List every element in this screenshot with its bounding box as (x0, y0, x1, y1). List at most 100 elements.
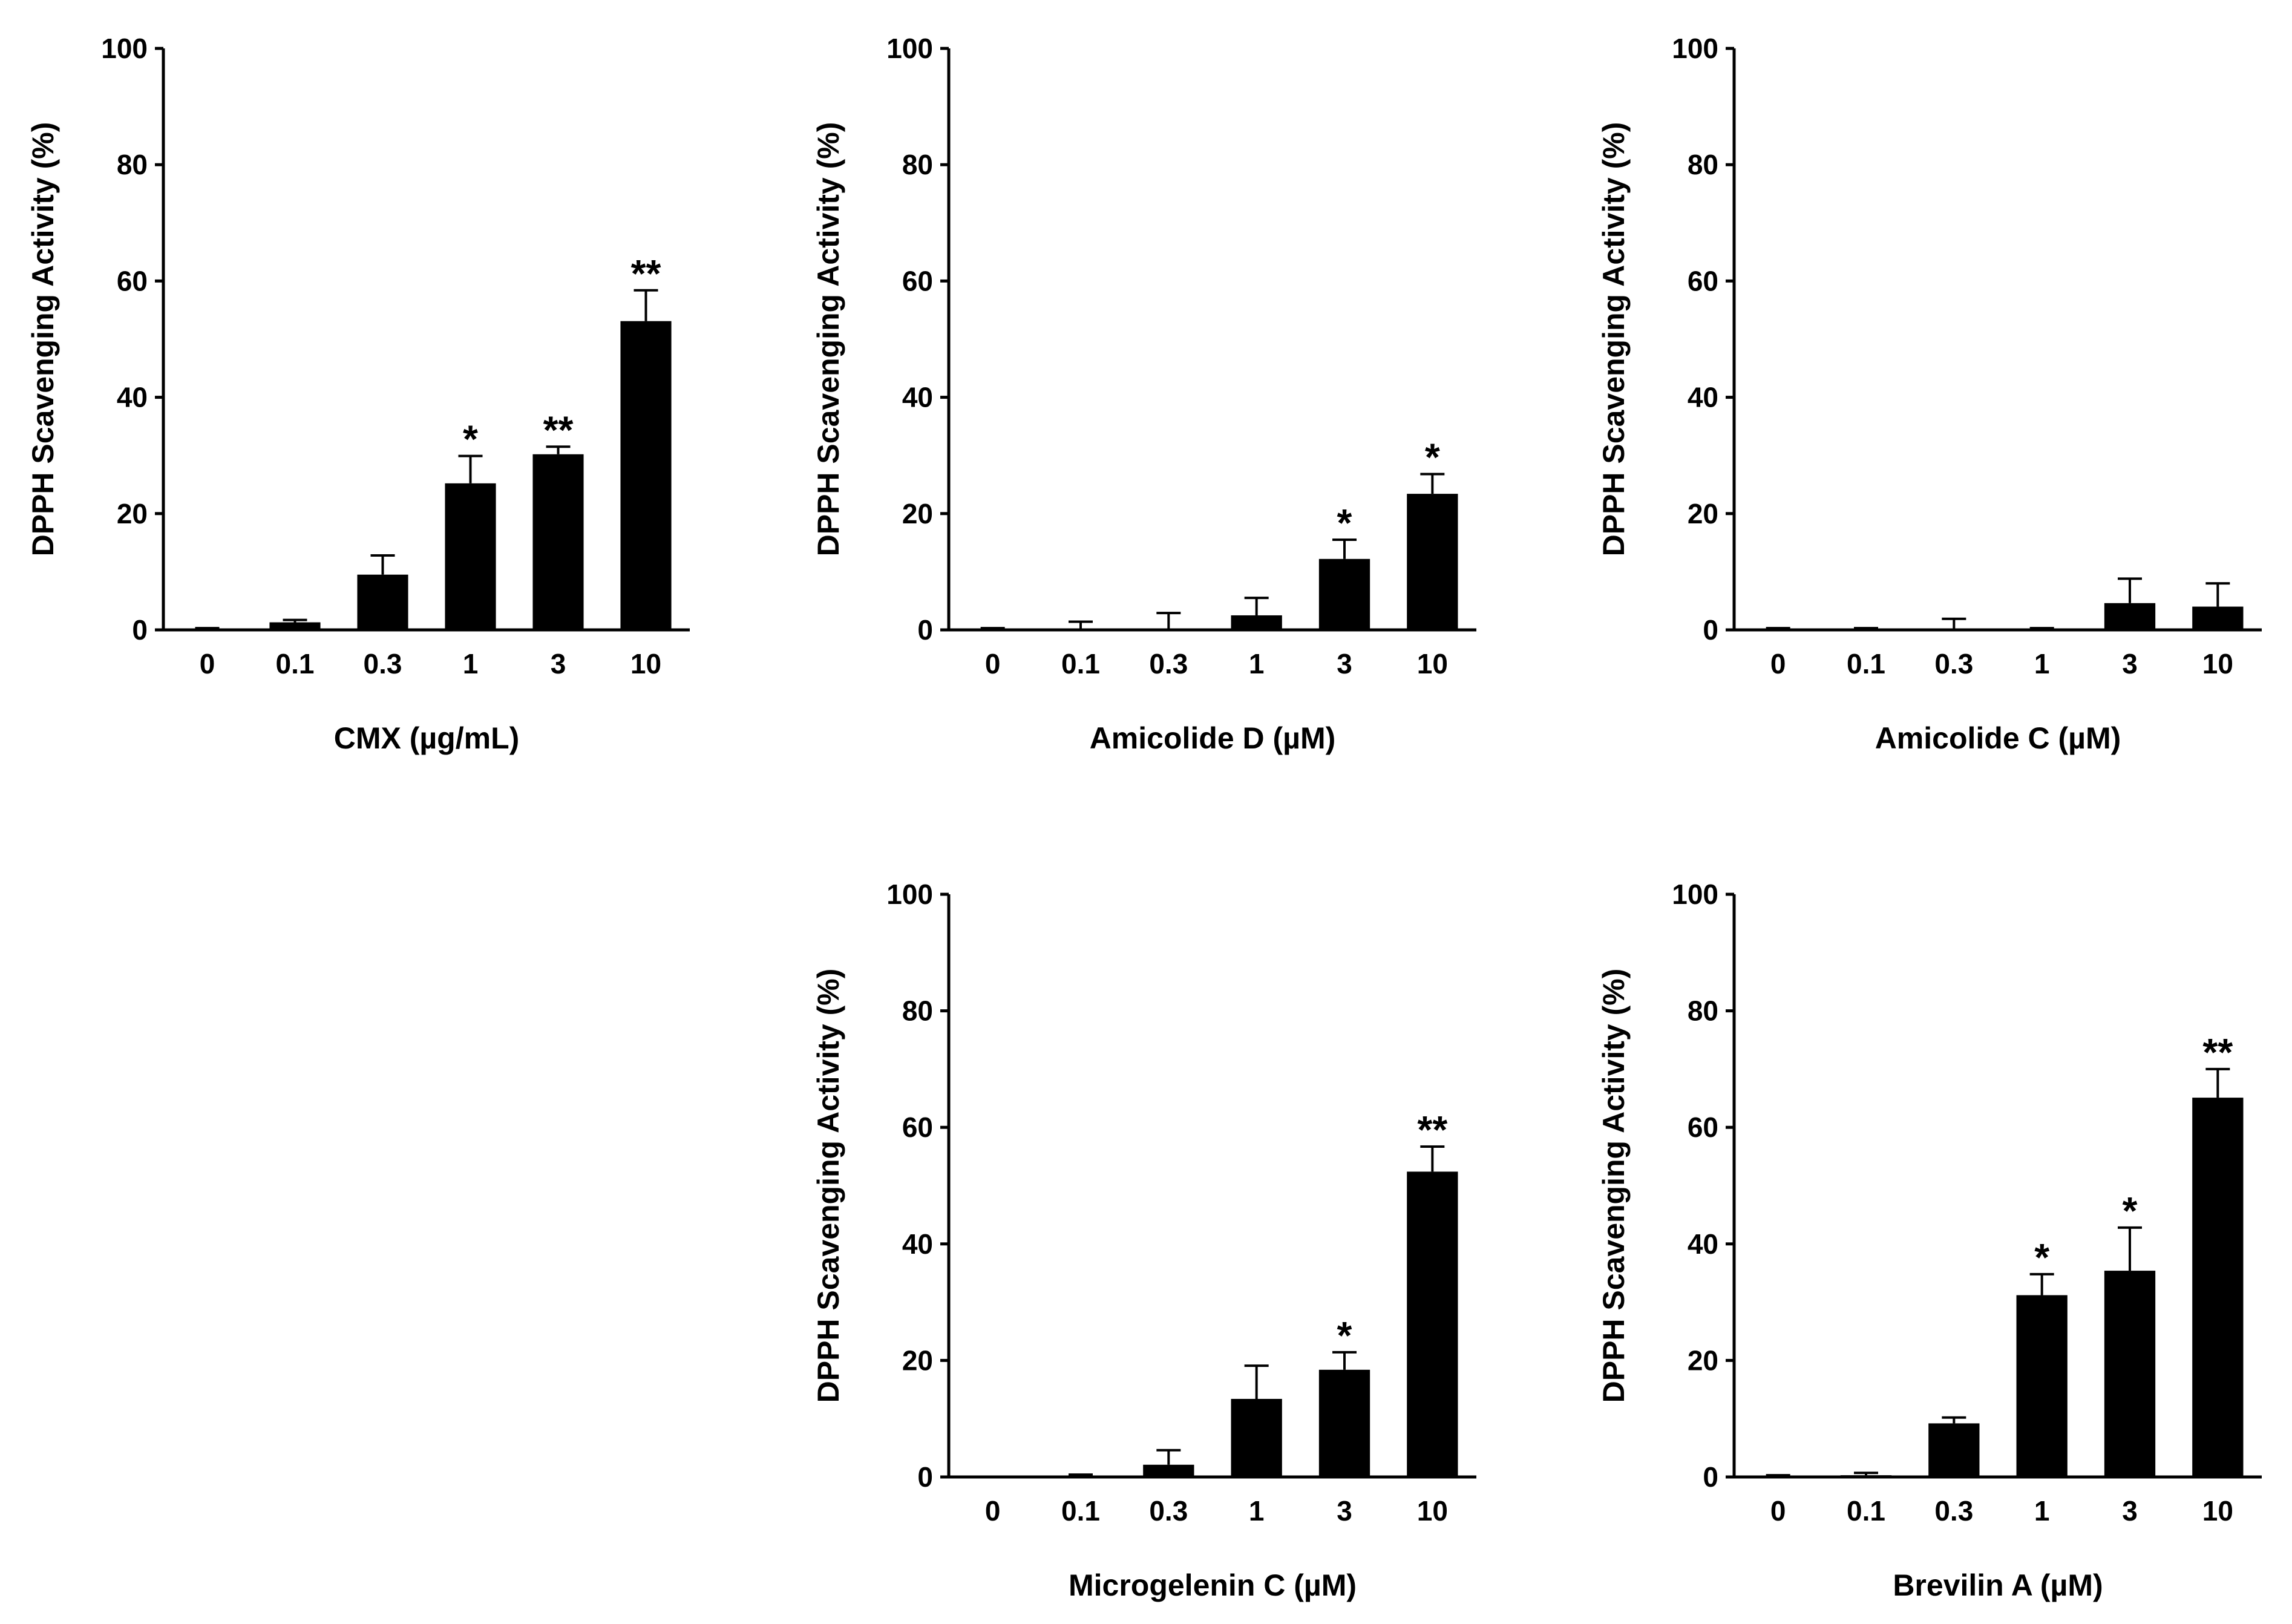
y-tick-label: 80 (1688, 149, 1718, 180)
y-tick-label: 100 (1672, 879, 1718, 910)
y-tick-label: 60 (902, 265, 933, 296)
x-tick-label: 0.3 (1934, 1495, 1973, 1527)
y-axis-title: DPPH Scavenging Activity (%) (811, 122, 845, 557)
bar (1407, 494, 1458, 630)
bar (1231, 615, 1282, 630)
y-tick-label: 60 (1688, 1112, 1718, 1143)
significance-label: ** (1417, 1108, 1447, 1151)
x-axis-title: Brevilin A (µM) (1893, 1568, 2103, 1602)
x-tick-label: 0 (1770, 648, 1786, 679)
significance-label: * (1337, 1314, 1352, 1357)
bar (1407, 1171, 1458, 1477)
x-tick-label: 0 (985, 1495, 1001, 1527)
y-tick-label: 100 (886, 33, 933, 64)
x-tick-label: 10 (2202, 1495, 2233, 1527)
y-tick-label: 80 (117, 149, 148, 180)
x-tick-label: 0 (200, 648, 215, 679)
significance-label: * (1425, 435, 1440, 479)
bar (1752, 1476, 1804, 1477)
y-tick-label: 60 (1688, 265, 1718, 296)
x-tick-label: 0.1 (1061, 648, 1100, 679)
y-tick-label: 100 (1672, 33, 1718, 64)
x-tick-label: 0.1 (1061, 1495, 1100, 1527)
bar (1928, 1423, 1980, 1477)
y-tick-label: 0 (917, 614, 933, 646)
x-tick-label: 0.3 (1149, 1495, 1188, 1527)
y-tick-label: 60 (902, 1112, 933, 1143)
chart-amicolide-d: 0 20 40 60 80 100 0 0.1 0.3 1 * 3 * 10 Amicolide D (µM… (811, 33, 1476, 755)
x-tick-label: 10 (630, 648, 661, 679)
bar (1752, 629, 1804, 630)
bar (1840, 1475, 1892, 1477)
y-tick-label: 40 (902, 382, 933, 413)
x-tick-label: 0.3 (1149, 648, 1188, 679)
significance-label: ** (2202, 1030, 2233, 1074)
y-axis-title: DPPH Scavenging Activity (%) (1597, 122, 1631, 557)
x-tick-label: 10 (1417, 648, 1448, 679)
bar (445, 483, 496, 630)
bar (1231, 1398, 1282, 1477)
bar (967, 629, 1018, 630)
y-tick-label: 0 (132, 614, 148, 646)
x-tick-label: 10 (2202, 648, 2233, 679)
y-tick-label: 80 (1688, 995, 1718, 1027)
y-axis-title: DPPH Scavenging Activity (%) (26, 122, 60, 557)
y-tick-label: 20 (117, 498, 148, 529)
y-tick-label: 0 (917, 1461, 933, 1493)
x-tick-label: 0 (985, 648, 1001, 679)
x-tick-label: 1 (1249, 648, 1265, 679)
bar (2016, 1295, 2068, 1477)
bar (2104, 1271, 2156, 1477)
chart-microgelenin-c: 0 20 40 60 80 100 0 0.1 0.3 1 * 3 ** 10 Microgelenin C… (811, 879, 1476, 1602)
y-tick-label: 40 (117, 382, 148, 413)
bar (2016, 629, 2068, 630)
significance-label: ** (543, 408, 574, 451)
x-tick-label: 3 (1337, 1495, 1352, 1527)
x-tick-label: 0.1 (276, 648, 315, 679)
bar (1318, 558, 1370, 630)
y-tick-label: 20 (902, 1344, 933, 1376)
x-tick-label: 10 (1417, 1495, 1448, 1527)
x-tick-label: 0.3 (364, 648, 402, 679)
x-tick-label: 3 (551, 648, 566, 679)
bar (620, 321, 672, 630)
significance-label: * (463, 417, 478, 461)
bar (2192, 1098, 2244, 1477)
x-tick-label: 0.3 (1934, 648, 1973, 679)
chart-amicolide-c: 0 20 40 60 80 100 0 0.1 0.3 1 3 10 Amicolide C (µM) D… (1597, 33, 2262, 755)
y-tick-label: 80 (902, 995, 933, 1027)
bar (357, 574, 408, 630)
x-axis-title: CMX (µg/mL) (334, 721, 520, 755)
bar (2104, 603, 2156, 630)
y-tick-label: 0 (1703, 614, 1718, 646)
bar (2192, 606, 2244, 630)
y-tick-label: 40 (902, 1228, 933, 1260)
x-tick-label: 1 (2034, 648, 2050, 679)
bar (182, 629, 233, 630)
bar (532, 454, 584, 630)
y-tick-label: 0 (1703, 1461, 1718, 1493)
bar (269, 622, 321, 630)
x-tick-label: 1 (1249, 1495, 1265, 1527)
x-axis-title: Microgelenin C (µM) (1069, 1568, 1357, 1602)
y-axis-title: DPPH Scavenging Activity (%) (811, 969, 845, 1403)
y-tick-label: 20 (1688, 498, 1718, 529)
y-tick-label: 40 (1688, 382, 1718, 413)
y-tick-label: 20 (1688, 1344, 1718, 1376)
x-axis-title: Amicolide D (µM) (1090, 721, 1336, 755)
y-tick-label: 60 (117, 265, 148, 296)
significance-label: * (1337, 501, 1352, 545)
x-tick-label: 0.1 (1847, 1495, 1885, 1527)
y-tick-label: 100 (886, 879, 933, 910)
bar (1143, 1464, 1194, 1477)
x-tick-label: 3 (2122, 1495, 2138, 1527)
x-tick-label: 3 (2122, 648, 2138, 679)
y-tick-label: 80 (902, 149, 933, 180)
x-tick-label: 1 (463, 648, 479, 679)
x-tick-label: 0 (1770, 1495, 1786, 1527)
x-tick-label: 1 (2034, 1495, 2050, 1527)
y-tick-label: 20 (902, 498, 933, 529)
significance-label: * (2034, 1236, 2049, 1279)
bar (1055, 1476, 1107, 1477)
